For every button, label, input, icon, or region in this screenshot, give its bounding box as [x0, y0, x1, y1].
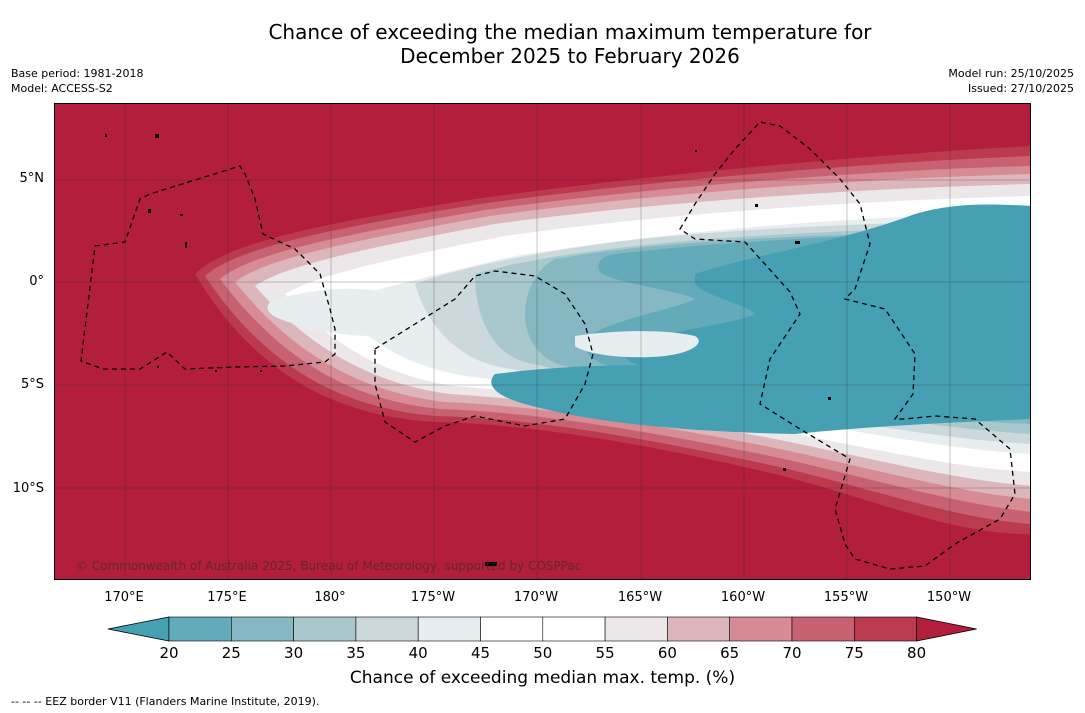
colorbar-tick-80: 80 — [907, 644, 927, 662]
title-line-2: December 2025 to February 2026 — [400, 44, 740, 68]
lat-label-10s: 10°S — [12, 481, 44, 496]
eez-kiribati-west — [80, 165, 336, 370]
lon-label-175e: 175°E — [207, 590, 247, 605]
colorbar-label: Chance of exceeding median max. temp. (%… — [349, 668, 736, 688]
run-info: Model run: 25/10/2025 Issued: 27/10/2025 — [948, 66, 1074, 96]
eez-borders — [80, 121, 1016, 570]
colorbar-segment-45-50 — [480, 616, 544, 642]
model-info: Base period: 1981-2018 Model: ACCESS-S2 — [11, 66, 143, 96]
colorbar-tick-65: 65 — [720, 644, 740, 662]
colorbar-tick-75: 75 — [844, 644, 864, 662]
title-line-1: Chance of exceeding the median maximum t… — [268, 20, 872, 44]
colorbar-segment-40-45 — [417, 616, 481, 642]
colorbar-tick-20: 20 — [159, 644, 179, 662]
light-core-east — [575, 331, 699, 358]
colorbar-segment-50-55 — [542, 616, 606, 642]
colorbar — [107, 616, 977, 642]
lat-label-0: 0° — [29, 274, 44, 289]
islands — [105, 134, 831, 566]
issued-date: Issued: 27/10/2025 — [967, 82, 1074, 95]
lat-label-5n: 5°N — [19, 171, 45, 186]
colorbar-segment-70-75 — [791, 616, 855, 642]
colorbar-extend-low — [107, 616, 170, 642]
colorbar-tick-25: 25 — [221, 644, 241, 662]
band-below-20-south — [491, 365, 1030, 434]
colorbar-segment-60-65 — [667, 616, 731, 642]
lon-label-180: 180° — [314, 590, 346, 605]
colorbar-extend-high — [916, 616, 977, 642]
lon-label-165w: 165°W — [617, 590, 663, 605]
map-canvas — [55, 104, 1030, 579]
colorbar-tick-50: 50 — [533, 644, 553, 662]
light-core — [267, 288, 426, 336]
lon-label-160w: 160°W — [720, 590, 766, 605]
lat-label-5s: 5°S — [20, 377, 44, 392]
graticule — [55, 104, 1030, 579]
forecast-map — [54, 103, 1031, 580]
colorbar-segments — [107, 616, 977, 642]
colorbar-tick-35: 35 — [346, 644, 366, 662]
eez-line-islands — [679, 121, 1016, 570]
colorbar-segment-20-25 — [168, 616, 232, 642]
copyright-notice: © Commonwealth of Australia 2025, Bureau… — [76, 559, 582, 573]
model-name: Model: ACCESS-S2 — [11, 82, 113, 95]
eez-tokelau — [374, 270, 594, 443]
colorbar-segment-65-70 — [729, 616, 793, 642]
lon-label-150w: 150°W — [926, 590, 972, 605]
lon-label-155w: 155°W — [823, 590, 869, 605]
eez-footnote: -- -- -- EEZ border V11 (Flanders Marine… — [11, 695, 320, 708]
colorbar-tick-55: 55 — [595, 644, 615, 662]
colorbar-tick-30: 30 — [284, 644, 304, 662]
band-below-20 — [624, 204, 1030, 404]
map-title: Chance of exceeding the median maximum t… — [0, 20, 1085, 68]
colorbar-segment-30-35 — [293, 616, 357, 642]
colorbar-segment-25-30 — [231, 616, 294, 642]
model-run: Model run: 25/10/2025 — [948, 67, 1074, 80]
colorbar-tick-70: 70 — [782, 644, 802, 662]
colorbar-tick-45: 45 — [470, 644, 491, 662]
lon-label-175w: 175°W — [410, 590, 456, 605]
colorbar-segment-75-80 — [853, 616, 917, 642]
colorbar-tick-60: 60 — [657, 644, 677, 662]
lon-label-170e: 170°E — [104, 590, 144, 605]
colorbar-segment-55-60 — [604, 616, 668, 642]
colorbar-tick-40: 40 — [408, 644, 428, 662]
colorbar-segment-35-40 — [355, 616, 419, 642]
base-period: Base period: 1981-2018 — [11, 67, 144, 80]
lon-label-170w: 170°W — [513, 590, 559, 605]
